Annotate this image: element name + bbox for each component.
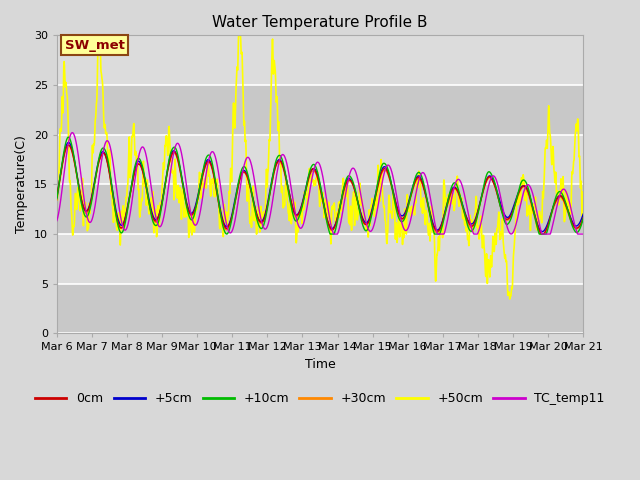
+5cm [473, 212, 481, 217]
+5cm [579, 211, 587, 217]
+5cm [53, 194, 61, 200]
+5cm [347, 177, 355, 182]
+30cm [53, 197, 61, 203]
+10cm [53, 196, 61, 202]
+10cm [326, 231, 334, 237]
Line: +5cm: +5cm [57, 143, 583, 232]
+10cm [548, 210, 556, 216]
+50cm [335, 208, 343, 214]
+10cm [335, 208, 343, 214]
0cm [533, 220, 541, 226]
+50cm [506, 296, 513, 302]
0cm [347, 178, 355, 183]
0cm [65, 143, 72, 148]
+10cm [65, 134, 72, 140]
TC_temp11 [68, 130, 76, 135]
TC_temp11 [53, 218, 61, 224]
+5cm [548, 208, 556, 214]
TC_temp11 [473, 231, 481, 237]
+50cm [96, 33, 104, 38]
Bar [57, 36, 583, 85]
+10cm [347, 174, 355, 180]
Line: 0cm: 0cm [57, 145, 583, 234]
+5cm [65, 140, 72, 145]
Bar [57, 85, 583, 135]
+5cm [200, 166, 208, 171]
+50cm [347, 204, 355, 209]
+50cm [533, 223, 541, 228]
+50cm [200, 183, 208, 189]
+10cm [473, 215, 481, 220]
Bar [57, 234, 583, 284]
+30cm [579, 213, 587, 219]
Text: SW_met: SW_met [65, 39, 125, 52]
+50cm [548, 161, 556, 167]
TC_temp11 [330, 231, 338, 237]
TC_temp11 [533, 210, 541, 216]
Y-axis label: Temperature(C): Temperature(C) [15, 135, 28, 233]
TC_temp11 [347, 168, 355, 174]
+50cm [579, 189, 587, 195]
Title: Water Temperature Profile B: Water Temperature Profile B [212, 15, 428, 30]
0cm [579, 216, 587, 221]
+5cm [538, 229, 546, 235]
+30cm [200, 168, 208, 174]
X-axis label: Time: Time [305, 358, 335, 371]
0cm [473, 213, 481, 219]
Bar [57, 135, 583, 184]
0cm [335, 207, 343, 213]
TC_temp11 [335, 226, 343, 231]
TC_temp11 [579, 231, 587, 237]
+30cm [335, 209, 343, 215]
+30cm [533, 223, 541, 228]
0cm [53, 193, 61, 199]
0cm [539, 231, 547, 237]
+30cm [65, 142, 73, 148]
Line: +30cm: +30cm [57, 145, 583, 234]
+10cm [533, 224, 541, 229]
Line: +50cm: +50cm [57, 36, 583, 299]
0cm [548, 209, 556, 215]
Bar [57, 284, 583, 334]
TC_temp11 [200, 186, 208, 192]
+30cm [347, 179, 355, 184]
+5cm [335, 207, 343, 213]
Legend: 0cm, +5cm, +10cm, +30cm, +50cm, TC_temp11: 0cm, +5cm, +10cm, +30cm, +50cm, TC_temp1… [30, 387, 610, 410]
Line: TC_temp11: TC_temp11 [57, 132, 583, 234]
0cm [200, 168, 208, 174]
+5cm [533, 219, 541, 225]
+30cm [473, 214, 481, 219]
+50cm [473, 216, 481, 222]
Line: +10cm: +10cm [57, 137, 583, 234]
+30cm [548, 211, 556, 216]
TC_temp11 [548, 227, 556, 232]
+10cm [579, 216, 587, 222]
Bar [57, 184, 583, 234]
+10cm [200, 164, 208, 169]
+50cm [53, 214, 61, 220]
+30cm [536, 231, 544, 237]
